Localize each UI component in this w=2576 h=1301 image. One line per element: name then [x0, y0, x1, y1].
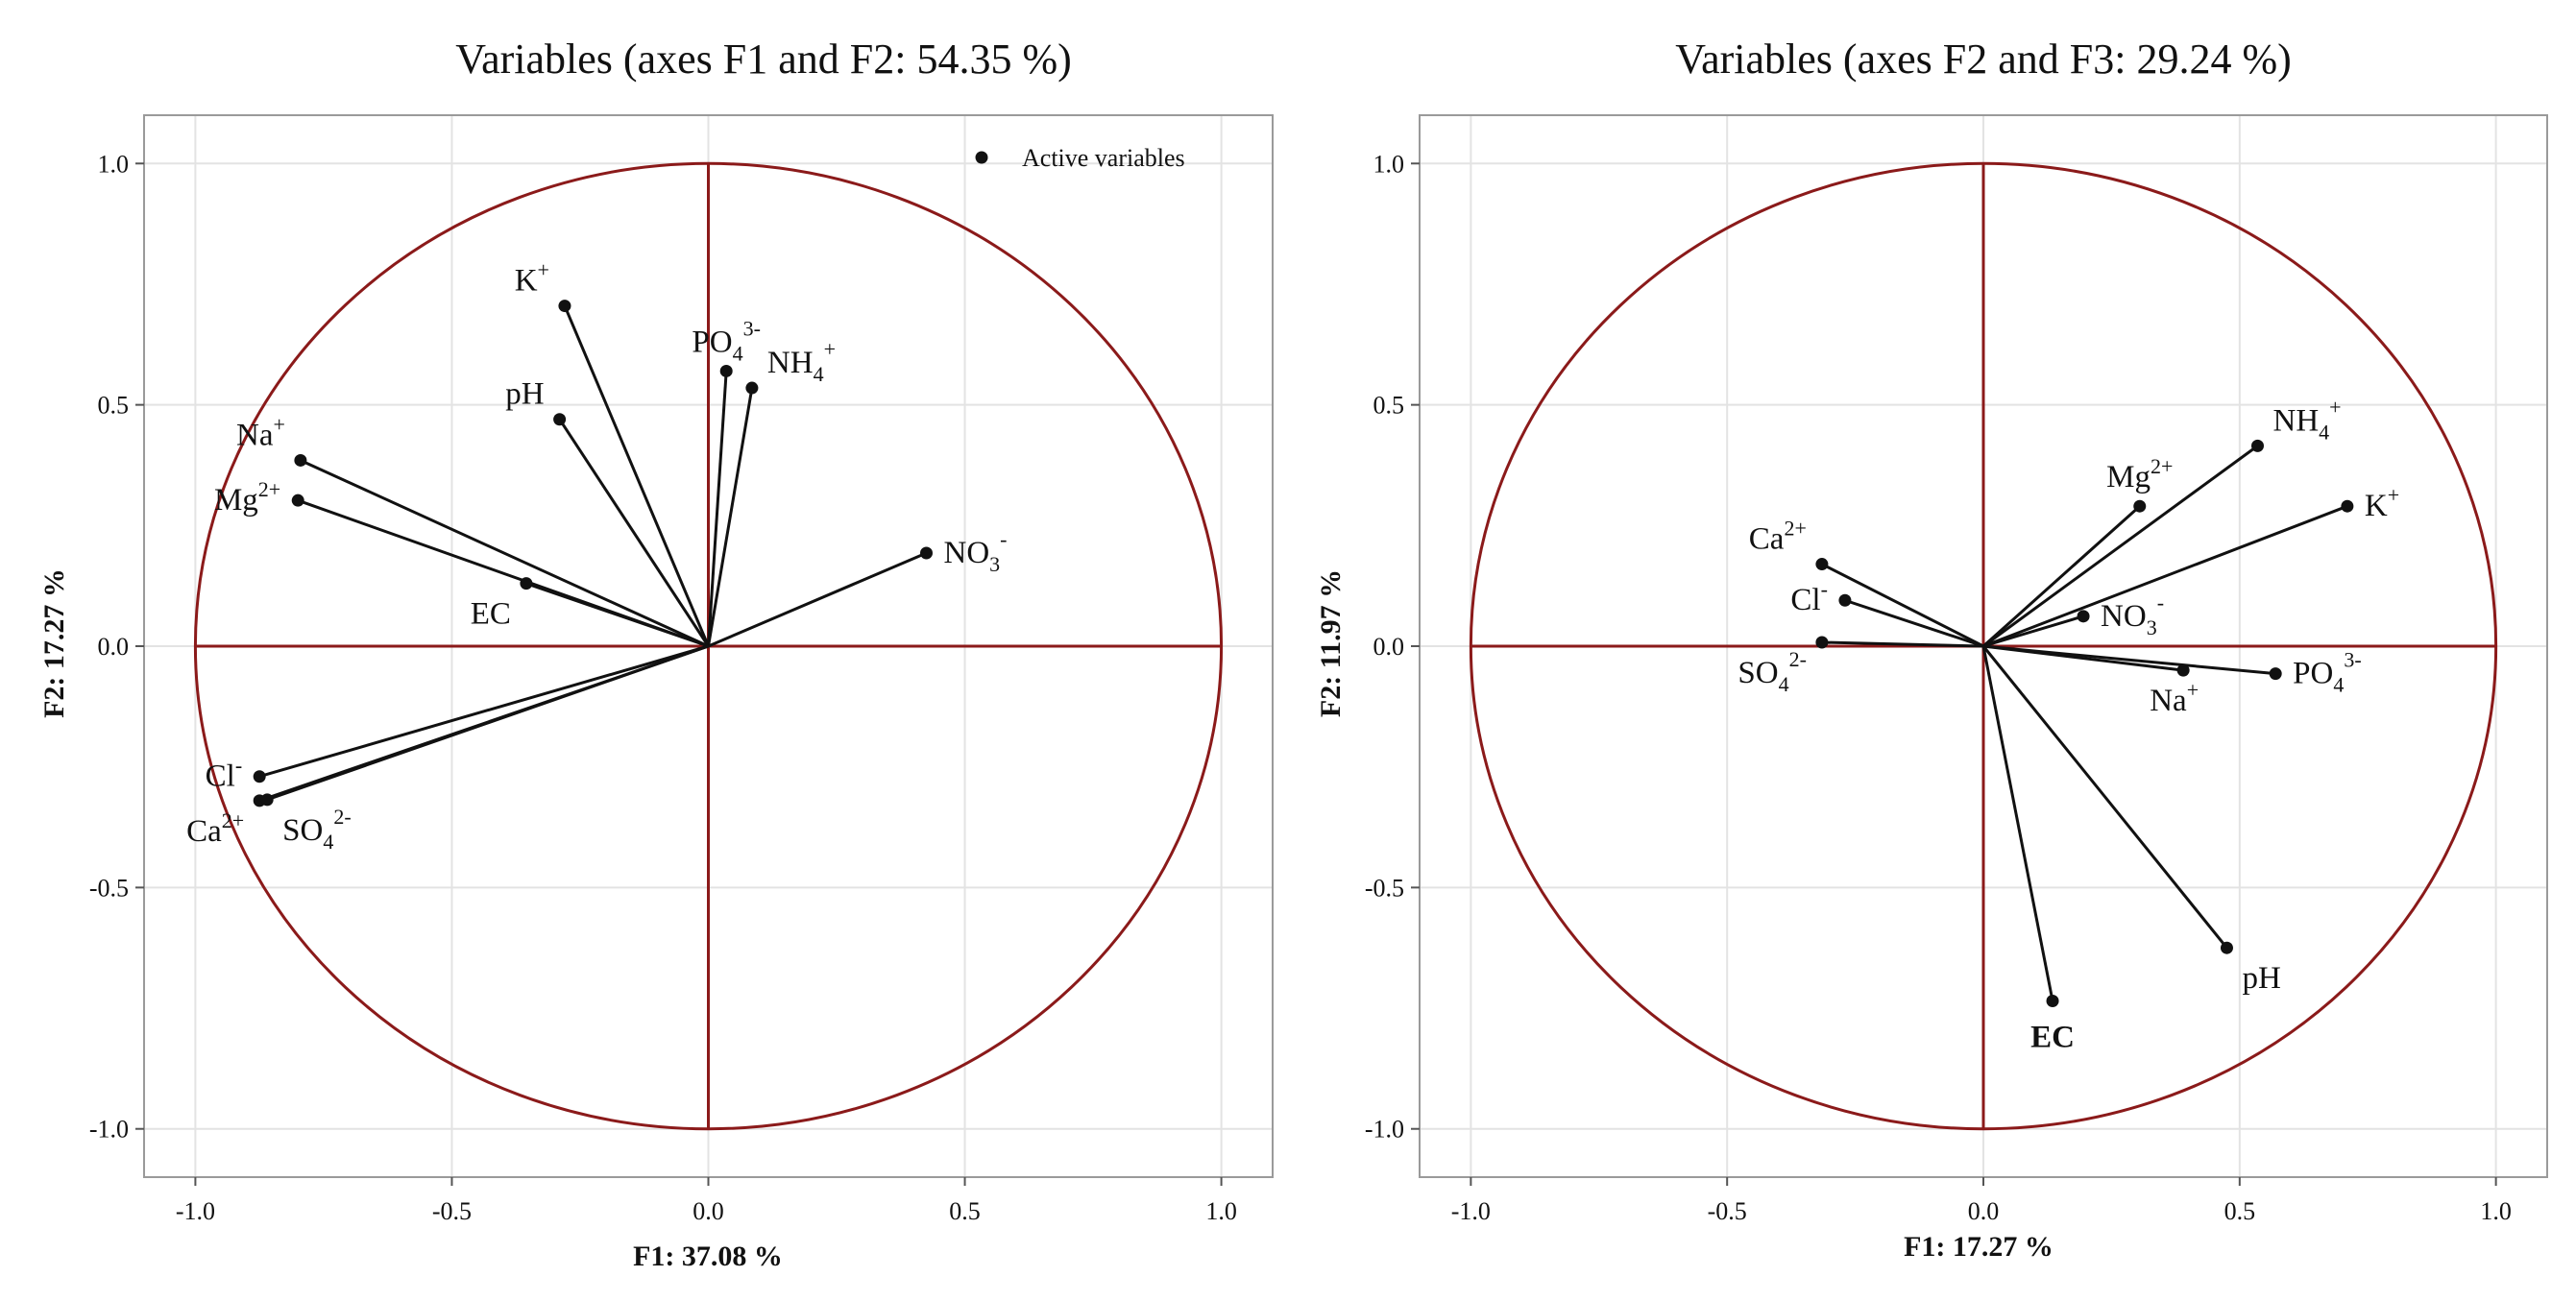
- chart-1-ylabel: F2: 17.27 %: [38, 568, 70, 718]
- chart-1-vector-so4: [266, 644, 709, 802]
- chart-2-label-po4: PO43-: [2293, 648, 2362, 697]
- chart-1-xlabel: F1: 37.08 %: [633, 1241, 783, 1272]
- chart-1-plot-area: -1.0 -0.5 0.0 0.5 1.0 -1.0 -0.5 0.0 0.5 1.0 K+ PO43…: [89, 114, 1274, 1225]
- chart-2-point-nh4: [2250, 439, 2264, 452]
- chart-2-point-no3: [2077, 610, 2090, 623]
- chart-1-point-ph: [553, 413, 567, 426]
- chart-1-point-po4: [719, 364, 733, 377]
- chart-1-label-k: K+: [515, 258, 549, 299]
- chart-2-ytick-label-4: 1.0: [1373, 150, 1405, 178]
- chart-1-label-mg: Mg2+: [214, 477, 280, 518]
- chart-2-point-po4: [2269, 667, 2282, 681]
- chart-1-point-nh4: [745, 381, 759, 395]
- chart-1-point-cl: [253, 770, 266, 783]
- chart-1-vector-k: [563, 304, 710, 647]
- chart-2-label-so4: SO42-: [1738, 647, 1807, 696]
- chart-1-label-nh4: NH4+: [767, 337, 836, 386]
- chart-1-vector-cl: [258, 644, 709, 779]
- chart-2-plot-area: -1.0 -0.5 0.0 0.5 1.0 -1.0 -0.5 0.0 0.5 1.0 NH4+ Mg…: [1365, 114, 2548, 1225]
- chart-2-label-k: K+: [2365, 483, 2399, 523]
- chart-2-vector-no3: [1982, 614, 2084, 648]
- chart-2-vector-so4: [1821, 640, 1984, 648]
- chart-2-label-ca: Ca2+: [1749, 517, 1807, 557]
- chart-2-label-ec: EC: [2030, 1021, 2075, 1055]
- chart-2-vector-k: [1982, 504, 2348, 648]
- chart-2-point-ec: [2046, 995, 2059, 1008]
- chart-1-ytick-label-2: 0.0: [98, 633, 130, 661]
- legend-label: Active variables: [1022, 144, 1185, 172]
- chart-1-ytick-label-3: 0.5: [98, 392, 130, 420]
- chart-2-xtick-label-4: 1.0: [2480, 1197, 2512, 1225]
- chart-1-label-so4: SO42-: [282, 805, 352, 854]
- chart-2-vector-ca: [1821, 563, 1984, 648]
- legend-marker: [975, 151, 988, 164]
- chart-2-point-cl: [1838, 593, 1852, 607]
- legend: Active variables: [975, 144, 1185, 172]
- chart-1-ytick-label-1: -0.5: [89, 874, 129, 902]
- chart-2-ytick-label-2: 0.0: [1373, 633, 1405, 661]
- chart-2-label-na: Na+: [2150, 678, 2199, 718]
- chart-1-xtick-label-1: -0.5: [432, 1197, 472, 1225]
- chart-1-point-no3: [919, 546, 933, 560]
- chart-2-ytick-label-3: 0.5: [1373, 392, 1405, 420]
- chart-2-point-ca: [1815, 558, 1829, 571]
- chart-2-label-cl: Cl-: [1790, 577, 1828, 617]
- chart-1-ytick-label-0: -1.0: [89, 1116, 129, 1144]
- chart-1-point-ec: [520, 577, 533, 590]
- chart-1-title: Variables (axes F1 and F2: 54.35 %): [455, 36, 1072, 83]
- chart-2-label-mg: Mg2+: [2106, 454, 2173, 494]
- chart-1-vector-no3: [707, 551, 928, 648]
- chart-2-xlabel: F1: 17.27 %: [1904, 1231, 2054, 1263]
- chart-1-vector-nh4: [707, 387, 754, 647]
- chart-2-label-nh4: NH4+: [2272, 395, 2341, 444]
- chart-2-vector-mg: [1981, 505, 2141, 648]
- chart-1-point-k: [558, 300, 571, 313]
- chart-1-label-ec: EC: [471, 597, 511, 632]
- chart-2-title: Variables (axes F2 and F3: 29.24 %): [1675, 36, 2292, 83]
- chart-1-vector-ec: [525, 582, 709, 648]
- chart-2-vector-cl: [1844, 598, 1984, 648]
- chart-2-vector-ph: [1981, 645, 2228, 950]
- chart-2-point-so4: [1815, 636, 1829, 649]
- chart-1-vector-ph: [558, 418, 710, 647]
- chart-2-vector-po4: [1982, 644, 2276, 676]
- chart-1-label-ph: pH: [505, 377, 544, 412]
- chart-1-xtick-label-0: -1.0: [176, 1197, 215, 1225]
- chart-2-ytick-label-0: -1.0: [1365, 1116, 1404, 1144]
- chart-2-xtick-label-2: 0.0: [1968, 1197, 2000, 1225]
- chart-1-point-so4: [260, 793, 274, 807]
- chart-2-vector-nh4: [1982, 445, 2259, 648]
- chart-2-point-na: [2176, 663, 2190, 677]
- chart-1-label-cl: Cl-: [206, 754, 243, 794]
- chart-1-label-po4: PO43-: [692, 316, 761, 365]
- chart-1-xtick-label-4: 1.0: [1205, 1197, 1237, 1225]
- chart-1-vector-po4: [707, 371, 728, 647]
- chart-1-point-mg: [291, 494, 304, 507]
- chart-2-point-mg: [2133, 499, 2147, 513]
- chart-1-vector-na: [300, 459, 710, 648]
- chart-2-xtick-label-0: -1.0: [1451, 1197, 1491, 1225]
- chart-2-ytick-label-1: -0.5: [1365, 874, 1404, 902]
- chart-2-xtick-label-3: 0.5: [2224, 1197, 2256, 1225]
- chart-1-point-na: [294, 453, 307, 467]
- chart-1-xtick-label-2: 0.0: [693, 1197, 724, 1225]
- chart-1-label-na: Na+: [236, 412, 285, 452]
- chart-2-label-ph: pH: [2242, 961, 2280, 996]
- chart-2-point-ph: [2220, 941, 2233, 954]
- chart-1-xtick-label-3: 0.5: [949, 1197, 981, 1225]
- chart-1-label-no3: NO3-: [943, 527, 1007, 576]
- chart-2-point-k: [2341, 499, 2354, 513]
- chart-1-ytick-label-4: 1.0: [98, 150, 130, 178]
- chart-1-label-ca: Ca2+: [186, 808, 244, 849]
- chart-2-vector-ec: [1981, 645, 2054, 1001]
- chart-2-xtick-label-1: -0.5: [1708, 1197, 1747, 1225]
- chart-2-ylabel: F2: 11.97 %: [1315, 569, 1347, 717]
